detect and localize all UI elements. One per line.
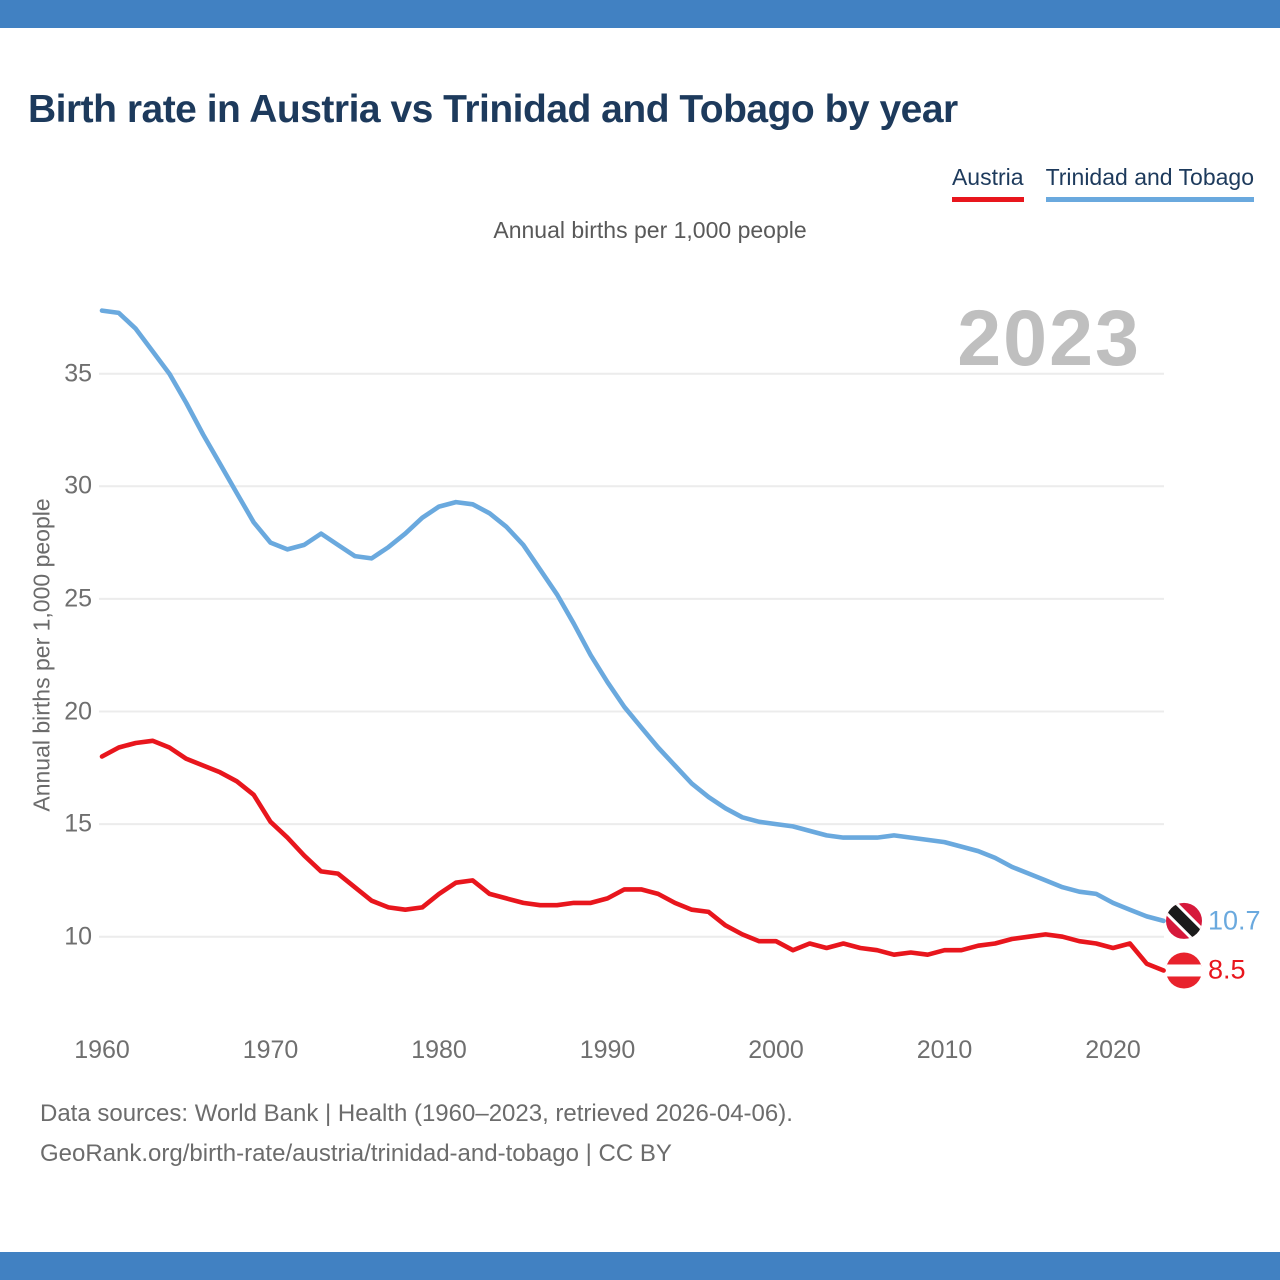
- series-line-austria: [99, 738, 1166, 973]
- footer: Data sources: World Bank | Health (1960–…: [40, 1094, 793, 1174]
- footer-attribution: GeoRank.org/birth-rate/austria/trinidad-…: [40, 1140, 672, 1167]
- footer-data-sources: Data sources: World Bank | Health (1960–…: [40, 1100, 793, 1127]
- x-tick-label-1980: 1980: [411, 1036, 467, 1064]
- x-tick-label-1960: 1960: [74, 1036, 130, 1064]
- legend-item-austria[interactable]: Austria: [951, 164, 1024, 202]
- legend: Austria Trinidad and Tobago: [951, 164, 1254, 202]
- top-accent-bar: [0, 0, 1280, 28]
- x-tick-label-1970: 1970: [242, 1036, 299, 1064]
- legend-item-trinidad-and-tobago[interactable]: Trinidad and Tobago: [1045, 164, 1254, 202]
- austria-flag-icon: [1166, 952, 1202, 989]
- y-tick-label-25: 25: [64, 584, 92, 613]
- x-tick-label-2020: 2020: [1085, 1036, 1141, 1064]
- watermark-year: 2023: [957, 293, 1141, 382]
- y-tick-label-15: 15: [64, 809, 92, 838]
- x-tick-label-1990: 1990: [579, 1036, 636, 1064]
- chart-subtitle: Annual births per 1,000 people: [493, 217, 807, 243]
- end-value-austria: 8.5: [1208, 954, 1246, 985]
- bottom-accent-bar: [0, 1252, 1280, 1280]
- page-title: Birth rate in Austria vs Trinidad and To…: [28, 88, 958, 131]
- end-value-trinidad-and-tobago: 10.7: [1208, 905, 1261, 936]
- y-tick-label-30: 30: [64, 471, 92, 500]
- trinidad-and-tobago-flag-icon: [1166, 902, 1202, 939]
- x-tick-label-2000: 2000: [748, 1036, 804, 1064]
- y-tick-label-35: 35: [64, 359, 92, 388]
- x-tick-label-2010: 2010: [916, 1036, 973, 1064]
- y-tick-label-10: 10: [64, 922, 92, 951]
- y-tick-label-20: 20: [64, 697, 92, 725]
- series-line-trinidad-and-tobago: [99, 308, 1166, 924]
